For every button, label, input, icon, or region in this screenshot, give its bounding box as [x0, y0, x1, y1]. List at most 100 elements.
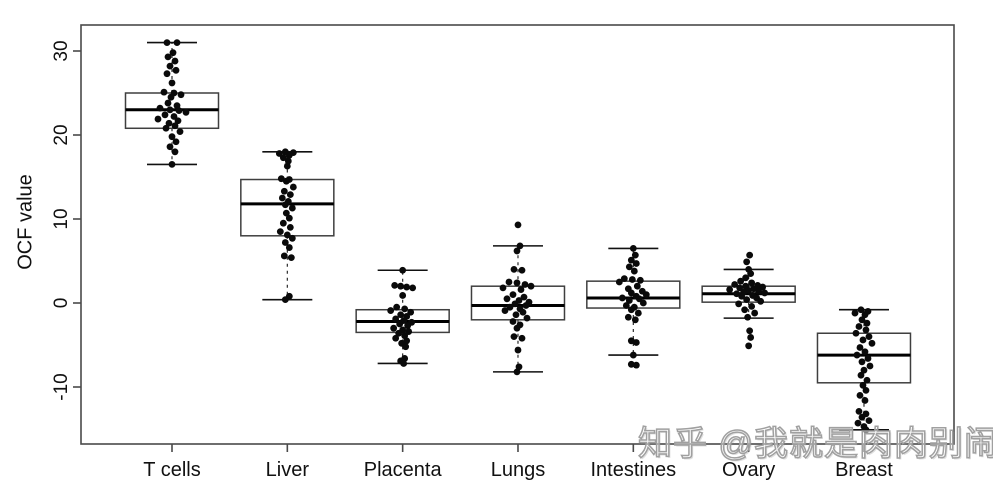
data-point	[615, 278, 623, 286]
data-point	[287, 254, 295, 262]
data-point	[862, 326, 870, 334]
data-point	[391, 281, 399, 289]
data-point	[744, 313, 752, 321]
data-point	[862, 386, 870, 394]
data-point	[743, 258, 751, 266]
data-point	[509, 318, 517, 325]
data-point	[516, 242, 524, 250]
data-point	[631, 316, 639, 324]
data-point	[642, 291, 650, 298]
x-tick-label-breast: Breast	[835, 459, 893, 481]
data-point	[624, 313, 632, 321]
data-point	[738, 292, 746, 300]
data-point	[176, 128, 184, 136]
x-tick-label-intestines: Intestines	[591, 459, 677, 481]
data-point	[858, 358, 866, 366]
data-point	[857, 306, 865, 314]
data-point	[286, 224, 294, 231]
data-point	[511, 300, 519, 308]
data-point	[154, 115, 162, 123]
data-point	[280, 252, 288, 260]
data-point	[735, 300, 743, 308]
data-point	[399, 292, 407, 299]
x-tick-label-liver: Liver	[266, 459, 310, 481]
data-point	[858, 316, 866, 324]
data-point	[518, 334, 526, 342]
data-point	[517, 286, 525, 293]
data-point	[862, 426, 870, 434]
data-point	[285, 151, 293, 159]
y-tick-label: 20	[51, 124, 72, 145]
data-point	[761, 289, 769, 297]
data-point	[160, 88, 168, 96]
data-point	[859, 336, 867, 344]
data-point	[629, 245, 637, 252]
data-point	[286, 191, 294, 199]
data-point	[506, 303, 514, 311]
data-point	[402, 343, 410, 351]
data-point	[855, 407, 863, 415]
data-point	[171, 148, 179, 156]
data-point	[403, 337, 411, 345]
data-point	[746, 327, 754, 335]
data-point	[513, 247, 521, 255]
data-point	[283, 162, 291, 170]
data-point	[865, 333, 873, 340]
data-point	[851, 309, 859, 317]
data-point	[636, 276, 644, 284]
data-point	[182, 108, 190, 116]
data-point	[163, 70, 171, 78]
data-point	[514, 221, 522, 229]
data-point	[288, 234, 296, 242]
data-point	[629, 351, 637, 359]
data-point	[285, 244, 293, 251]
data-point	[853, 351, 861, 359]
points-t-cells	[154, 39, 190, 168]
data-point	[401, 305, 409, 313]
data-point	[527, 282, 535, 290]
data-point	[174, 117, 182, 125]
data-point	[854, 419, 862, 427]
data-point	[167, 93, 175, 101]
data-point	[857, 371, 865, 379]
data-point	[166, 106, 174, 114]
data-point	[510, 333, 518, 340]
data-point	[397, 282, 405, 290]
data-point	[172, 66, 180, 74]
data-point	[513, 368, 521, 376]
points-liver	[275, 148, 297, 304]
data-point	[168, 161, 176, 168]
y-axis-label: OCF value	[14, 174, 36, 270]
data-point	[627, 289, 635, 297]
data-point	[387, 307, 395, 314]
y-tick-label: 10	[51, 208, 72, 229]
data-point	[741, 306, 749, 314]
data-point	[285, 214, 293, 222]
y-tick-label: -10	[51, 373, 72, 400]
data-point	[512, 311, 520, 319]
data-point	[737, 277, 745, 285]
data-point	[863, 319, 871, 327]
data-point	[747, 334, 755, 341]
points-ovary	[726, 251, 769, 350]
data-point	[510, 266, 518, 273]
data-point	[284, 157, 292, 165]
data-point	[519, 308, 527, 316]
data-point	[745, 342, 753, 350]
data-point	[509, 291, 517, 298]
data-point	[861, 311, 869, 319]
data-point	[628, 276, 636, 283]
data-point	[171, 57, 179, 65]
data-point	[166, 143, 174, 151]
data-point	[166, 62, 174, 70]
data-point	[400, 360, 408, 367]
data-point	[868, 339, 876, 347]
data-point	[397, 311, 405, 319]
data-point	[751, 309, 759, 317]
data-point	[392, 315, 400, 323]
data-point	[633, 282, 641, 290]
data-point	[625, 263, 633, 271]
data-point	[856, 344, 864, 351]
x-tick-label-lungs: Lungs	[491, 459, 546, 481]
